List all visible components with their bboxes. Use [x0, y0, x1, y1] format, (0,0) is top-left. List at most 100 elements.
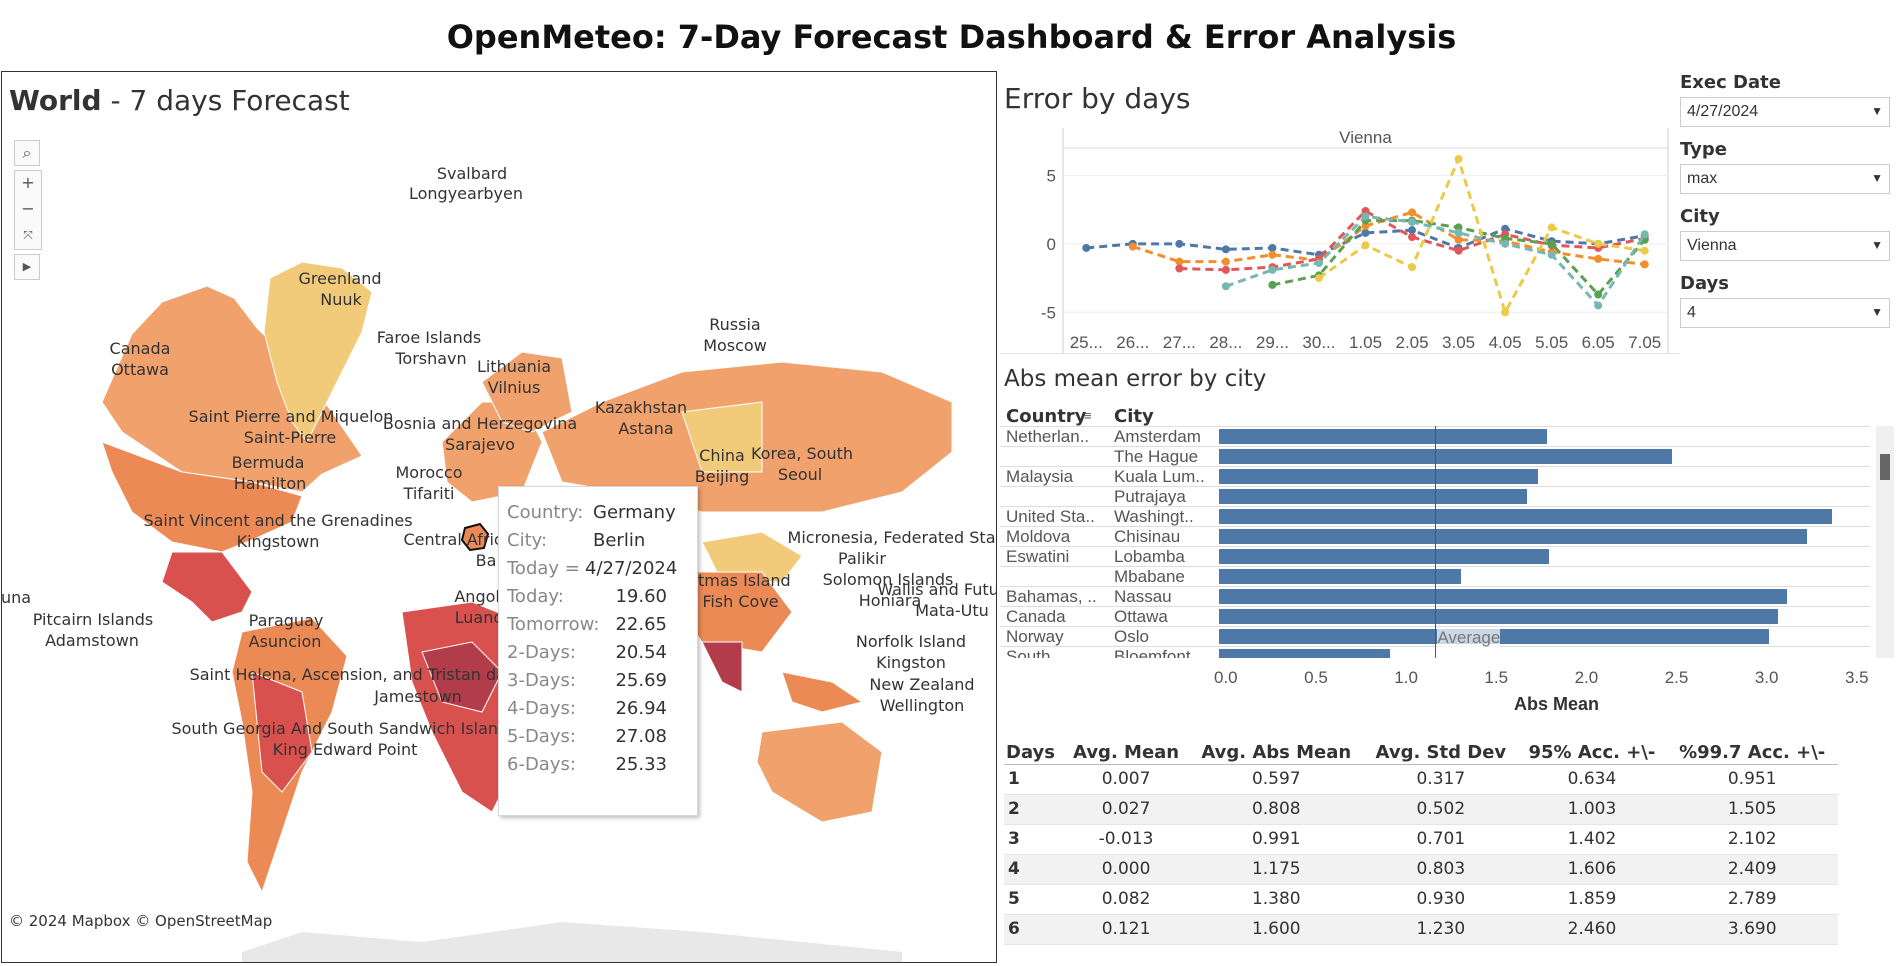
- search-icon[interactable]: ⌕: [14, 140, 40, 166]
- expand-toolbar-icon[interactable]: ▶: [14, 254, 40, 280]
- series-point[interactable]: [1547, 250, 1556, 259]
- bar[interactable]: [1219, 569, 1461, 584]
- bar-row[interactable]: The Hague: [1000, 446, 1870, 466]
- bar-row[interactable]: Malaysia Kuala Lum..: [1000, 466, 1870, 486]
- tooltip-day-value: 19.60: [615, 586, 667, 607]
- bar[interactable]: [1219, 609, 1778, 624]
- kazakhstan-shape[interactable]: [681, 401, 763, 473]
- series-point[interactable]: [1268, 280, 1277, 289]
- series-point[interactable]: [1221, 282, 1230, 291]
- scandinavia-shape[interactable]: [481, 351, 573, 433]
- series-point[interactable]: [1408, 208, 1417, 217]
- y-tick-label: 5: [1047, 166, 1056, 185]
- col-country-header[interactable]: Country: [1006, 406, 1087, 427]
- bar-row[interactable]: United Sta.. Washingt..: [1000, 506, 1870, 526]
- series-point[interactable]: [1594, 239, 1603, 248]
- bar-row[interactable]: Moldova Chisinau: [1000, 526, 1870, 546]
- bar-row[interactable]: Mbabane: [1000, 566, 1870, 586]
- central-america-shape[interactable]: [161, 551, 253, 623]
- exec-date-select[interactable]: 4/27/2024 ▼: [1680, 97, 1890, 127]
- map-label: Kingston: [876, 653, 946, 672]
- series-point[interactable]: [1408, 233, 1417, 241]
- series-point[interactable]: [1314, 274, 1323, 283]
- bar[interactable]: [1219, 589, 1787, 604]
- series-point[interactable]: [1128, 242, 1137, 251]
- series-point[interactable]: [1175, 257, 1184, 266]
- series-point[interactable]: [1221, 265, 1230, 274]
- bar-scrollbar[interactable]: [1876, 426, 1894, 658]
- bar[interactable]: [1219, 489, 1528, 504]
- series-point[interactable]: [1268, 243, 1277, 252]
- series-point[interactable]: [1361, 241, 1370, 250]
- world-map-panel[interactable]: World - 7 days Forecast ⌕ + − ⤧ ▶ Svalba…: [1, 71, 997, 963]
- australia-shape[interactable]: [756, 721, 883, 823]
- bar-row[interactable]: Eswatini Lobamba: [1000, 546, 1870, 566]
- map-label: Saint Helena, Ascension, and Tristan da …: [189, 665, 563, 684]
- bar-row[interactable]: Bahamas, .. Nassau: [1000, 586, 1870, 606]
- bar[interactable]: [1219, 449, 1672, 464]
- series-point[interactable]: [1501, 239, 1510, 248]
- germany-highlight[interactable]: [460, 522, 490, 552]
- scroll-thumb[interactable]: [1880, 454, 1890, 480]
- sort-icon[interactable]: ≡: [1084, 408, 1092, 423]
- series-point[interactable]: [1594, 254, 1603, 263]
- series-point[interactable]: [1547, 239, 1556, 248]
- greenland-shape[interactable]: [263, 261, 373, 443]
- series-point[interactable]: [1082, 243, 1091, 252]
- bar[interactable]: [1219, 469, 1539, 484]
- south-america-inner-shape[interactable]: [251, 671, 313, 793]
- series-point[interactable]: [1454, 228, 1463, 237]
- series-point[interactable]: [1361, 206, 1370, 215]
- series-point[interactable]: [1221, 245, 1230, 254]
- series-point[interactable]: [1314, 259, 1323, 268]
- stats-cell: 0.121: [1063, 914, 1189, 945]
- days-select[interactable]: 4 ▼: [1680, 298, 1890, 328]
- bar[interactable]: [1219, 649, 1391, 658]
- series-point[interactable]: [1501, 308, 1510, 317]
- bar[interactable]: [1219, 549, 1549, 564]
- series-point[interactable]: [1268, 250, 1277, 259]
- bar[interactable]: [1219, 529, 1807, 544]
- series-point[interactable]: [1547, 223, 1556, 232]
- bar[interactable]: [1219, 509, 1832, 524]
- series-point[interactable]: [1501, 234, 1510, 243]
- series-point[interactable]: [1454, 235, 1463, 244]
- series-point[interactable]: [1640, 230, 1649, 239]
- city-select[interactable]: Vienna ▼: [1680, 231, 1890, 261]
- series-point[interactable]: [1640, 246, 1649, 255]
- tooltip-day-label: Tomorrow:: [507, 614, 600, 635]
- series-point[interactable]: [1640, 235, 1649, 244]
- error-by-days-chart[interactable]: Vienna 5 0 -5 25... 26... 27... 28... 29... 30...…: [1000, 128, 1680, 354]
- series-point[interactable]: [1594, 290, 1603, 299]
- indonesia-shape[interactable]: [781, 671, 864, 713]
- series-point[interactable]: [1361, 222, 1370, 231]
- series-point[interactable]: [1454, 223, 1463, 232]
- series-point[interactable]: [1408, 226, 1417, 235]
- series-point[interactable]: [1454, 246, 1463, 255]
- zoom-in-icon[interactable]: +: [15, 171, 41, 197]
- stats-cell: 0.803: [1364, 854, 1518, 885]
- series-point[interactable]: [1408, 263, 1417, 272]
- bar[interactable]: [1219, 429, 1548, 444]
- series-point[interactable]: [1175, 264, 1184, 273]
- series-point[interactable]: [1594, 301, 1603, 310]
- series-point[interactable]: [1361, 212, 1370, 221]
- bar-row[interactable]: Putrajaya: [1000, 486, 1870, 506]
- bar-row[interactable]: Netherlan.. Amsterdam: [1000, 426, 1870, 446]
- series-point[interactable]: [1268, 265, 1277, 274]
- series-point[interactable]: [1454, 154, 1463, 163]
- series-point[interactable]: [1221, 257, 1230, 266]
- type-select[interactable]: max ▼: [1680, 164, 1890, 194]
- bar-row[interactable]: South .. Bloemfont..: [1000, 646, 1870, 658]
- series-point[interactable]: [1640, 260, 1649, 269]
- series-point[interactable]: [1361, 228, 1370, 237]
- series-point[interactable]: [1501, 224, 1510, 233]
- central-africa-shape[interactable]: [421, 641, 503, 713]
- bar-row[interactable]: Canada Ottawa: [1000, 606, 1870, 626]
- series-point[interactable]: [1175, 239, 1184, 248]
- series-point[interactable]: [1408, 217, 1417, 226]
- usa-shape[interactable]: [101, 441, 303, 553]
- zoom-out-icon[interactable]: −: [15, 197, 41, 223]
- southeast-asia-shape[interactable]: [701, 641, 743, 693]
- reset-axes-icon[interactable]: ⤧: [15, 223, 41, 249]
